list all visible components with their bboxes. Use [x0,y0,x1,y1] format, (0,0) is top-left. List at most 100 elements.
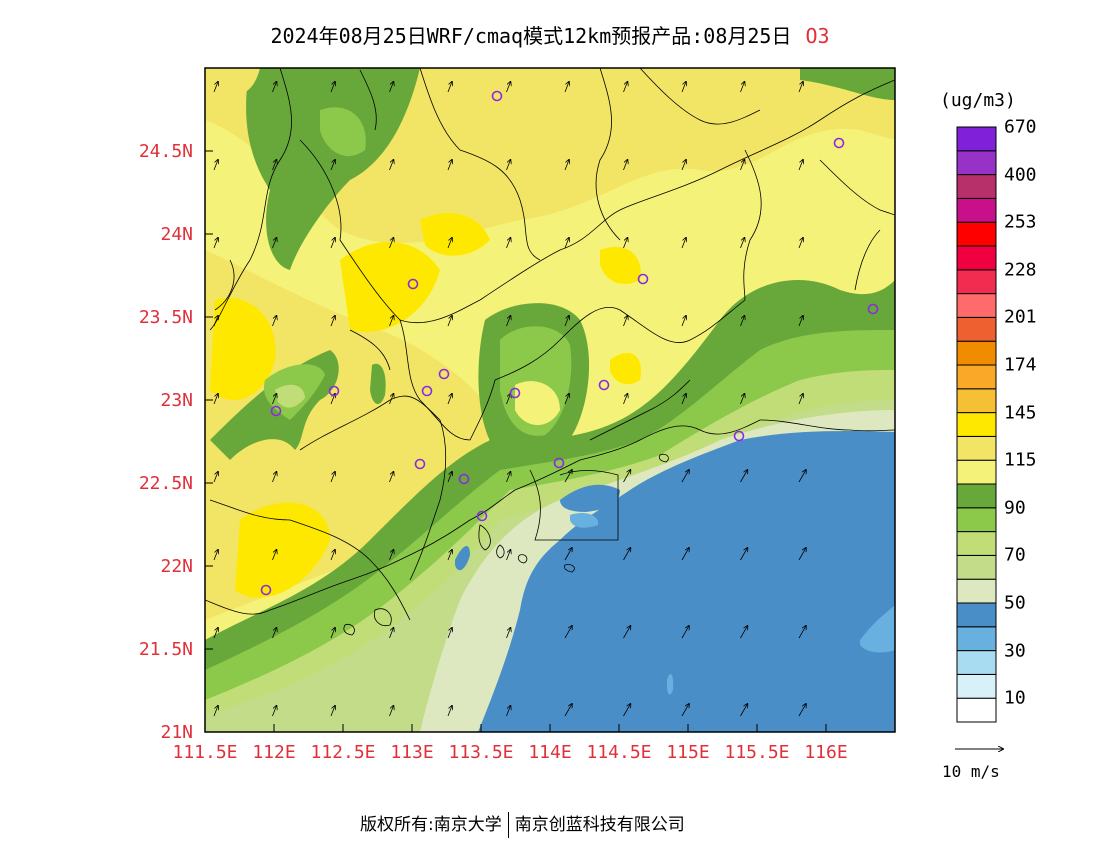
monitoring-stations [260,90,879,596]
wind-arrow [798,82,803,93]
wind-arrow [272,160,277,171]
colorbar-segment [956,531,997,556]
wind-arrow [213,316,218,327]
colorbar-label: 50 [1004,592,1026,614]
admin-boundaries [209,68,895,621]
copyright-separator [507,812,509,838]
wind-arrow [447,238,452,249]
wind-arrow [740,82,745,93]
lon-label: 114.5E [586,742,651,763]
colorbar-segment [956,340,997,366]
wind-arrow [389,160,394,171]
colorbar-segment [956,412,997,437]
wind-arrow [623,82,628,93]
wind-arrow [389,472,394,483]
wind-arrow [681,316,686,327]
wind-arrow [681,470,689,483]
wind-arrow [681,704,689,717]
wind-arrow [272,316,277,327]
wind-arrow [740,160,745,171]
wind-arrow [564,82,569,93]
wind-arrow [506,550,511,561]
wind-arrow [330,550,335,561]
wind-arrow [798,238,803,249]
wind-arrow [623,160,628,171]
wind-arrow [272,82,277,93]
wind-arrow [623,316,628,327]
copyright-right: 南京创蓝科技有限公司 [514,815,685,835]
wind-arrow [213,160,218,171]
copyright-left: 版权所有:南京大学 [360,815,502,835]
wind-arrow [447,316,452,327]
wind-arrow [564,626,572,639]
colorbar-segment [956,554,997,580]
wind-arrow [447,550,452,561]
title-main: 2024年08月25日WRF/cmaq模式12km预报产品:08月25日 [270,24,792,48]
ozone-field [205,68,895,732]
longitude-axis: 111.5E 112E 112.5E 113E 113.5E 114E 114.5E 115E… [172,724,848,763]
wind-arrow [623,548,631,561]
lon-label: 113E [390,742,433,763]
wind-arrow [213,472,218,483]
wind-arrow [447,82,452,93]
lat-label: 21N [160,722,193,743]
lat-label: 22.5N [139,473,193,494]
colorbar-segment [956,673,997,699]
wind-arrow [506,706,511,717]
colorbar-label: 10 [1004,687,1026,709]
wind-arrow [389,238,394,249]
wind-arrow [798,548,806,561]
wind-arrow [447,628,452,639]
title-species: O3 [805,24,830,48]
wind-arrow [623,470,631,483]
wind-arrow [330,160,335,171]
wind-arrow [798,316,803,327]
wind-arrow [740,704,748,717]
wind-arrow [447,706,452,717]
wind-arrow [506,316,511,327]
lon-label: 114E [528,742,571,763]
wind-arrow [506,628,511,639]
colorbar-segment [956,269,997,295]
wind-arrow [740,548,748,561]
wind-arrow [447,160,452,171]
wind-arrow [623,704,631,717]
wind-arrow [740,394,745,405]
wind-arrow [389,316,394,327]
wind-arrow [681,82,686,93]
wind-arrow [564,470,572,483]
colorbar-label: 201 [1004,306,1037,328]
wind-arrow [213,706,218,717]
lat-label: 23N [160,390,193,411]
wind-arrow [272,628,277,639]
latitude-axis: 24.5N 24N 23.5N 23N 22.5N 22N 21.5N 21N [139,141,213,743]
colorbar-segment [956,578,997,604]
colorbar-segment [956,245,997,271]
wind-arrow [798,704,806,717]
lat-label: 21.5N [139,639,193,660]
wind-arrow [330,628,335,639]
colorbar-segment [956,435,997,461]
wind-arrow [213,550,218,561]
lat-label: 22N [160,556,193,577]
colorbar-segment [956,388,997,414]
lon-label: 111.5E [172,742,237,763]
wind-arrow [213,82,218,93]
wind-arrow [389,628,394,639]
colorbar-segment [956,126,997,152]
lon-label: 112.5E [310,742,375,763]
wind-arrow [740,238,745,249]
wind-arrow [272,550,277,561]
wind-arrow [330,316,335,327]
wind-arrow [506,82,511,93]
lon-label: 115E [666,742,709,763]
lon-label: 112E [252,742,295,763]
colorbar-label: 400 [1004,164,1037,186]
wind-arrow [623,238,628,249]
colorbar-segment [956,364,997,390]
wind-arrow [740,626,748,639]
legend-unit: (ug/m3) [940,90,1016,111]
wind-arrow [330,238,335,249]
wind-arrow [798,160,803,171]
